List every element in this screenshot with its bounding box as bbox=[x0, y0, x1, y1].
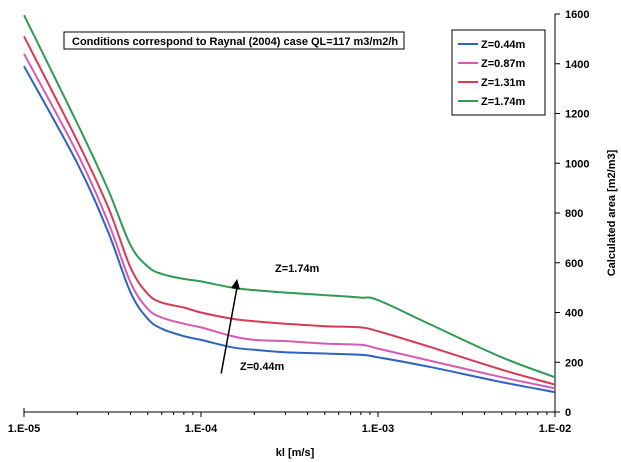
annotation-z-bottom: Z=0.44m bbox=[240, 361, 285, 373]
y-tick-label: 1600 bbox=[565, 9, 589, 21]
y-tick-label: 200 bbox=[565, 357, 583, 369]
legend-label: Z=0.87m bbox=[481, 58, 526, 70]
arrow-head bbox=[231, 278, 240, 290]
x-tick-label: 1.E-02 bbox=[539, 423, 571, 435]
series-line-z-0-44m bbox=[23, 65, 556, 394]
x-tick-label: 1.E-04 bbox=[185, 423, 218, 435]
series-lines bbox=[23, 14, 556, 394]
series-line-z-0-87m bbox=[23, 53, 556, 390]
y-tick-label: 1000 bbox=[565, 158, 589, 170]
legend-label: Z=0.44m bbox=[481, 39, 526, 51]
y-tick-label: 800 bbox=[565, 208, 583, 220]
arrow-annotation bbox=[220, 278, 240, 374]
x-tick-label: 1.E-05 bbox=[8, 423, 40, 435]
y-tick-label: 600 bbox=[565, 258, 583, 270]
y-tick-label: 400 bbox=[565, 308, 583, 320]
series-line-z-1-74m bbox=[23, 14, 556, 379]
series-line-z-1-31m bbox=[23, 35, 556, 386]
legend-label: Z=1.31m bbox=[481, 77, 526, 89]
conditions-text: Conditions correspond to Raynal (2004) c… bbox=[72, 36, 398, 48]
x-axis-title: kl [m/s] bbox=[276, 447, 315, 459]
y-axis-title: Calculated area [m2/m3] bbox=[606, 149, 618, 276]
x-tick-label: 1.E-03 bbox=[362, 423, 394, 435]
arrow-shaft bbox=[220, 286, 238, 374]
y-tick-label: 1400 bbox=[565, 59, 589, 71]
legend-items: Z=0.44m Z=0.87m Z=1.31m Z=1.74m bbox=[458, 39, 526, 108]
y-tick-label: 0 bbox=[565, 407, 571, 419]
conditions-box bbox=[63, 31, 405, 50]
legend-label: Z=1.74m bbox=[481, 96, 526, 108]
annotation-z-top: Z=1.74m bbox=[275, 263, 320, 275]
legend: Z=0.44m Z=0.87m Z=1.31m Z=1.74m bbox=[451, 29, 546, 116]
y-tick-label: 1200 bbox=[565, 109, 589, 121]
axes: 1.E-05 1.E-04 1.E-03 1.E-02 0 200 400 600 800 100… bbox=[8, 9, 590, 435]
